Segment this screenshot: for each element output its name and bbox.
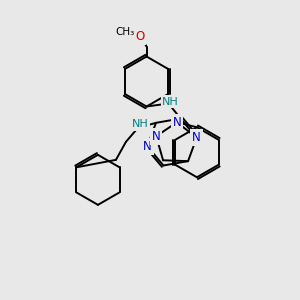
Text: NH: NH [162,97,179,106]
Text: NH: NH [132,119,148,129]
Text: N: N [192,131,201,144]
Text: O: O [135,30,144,43]
Text: N: N [152,130,161,143]
Text: CH₃: CH₃ [115,26,134,37]
Text: N: N [143,140,152,153]
Text: N: N [172,116,181,129]
